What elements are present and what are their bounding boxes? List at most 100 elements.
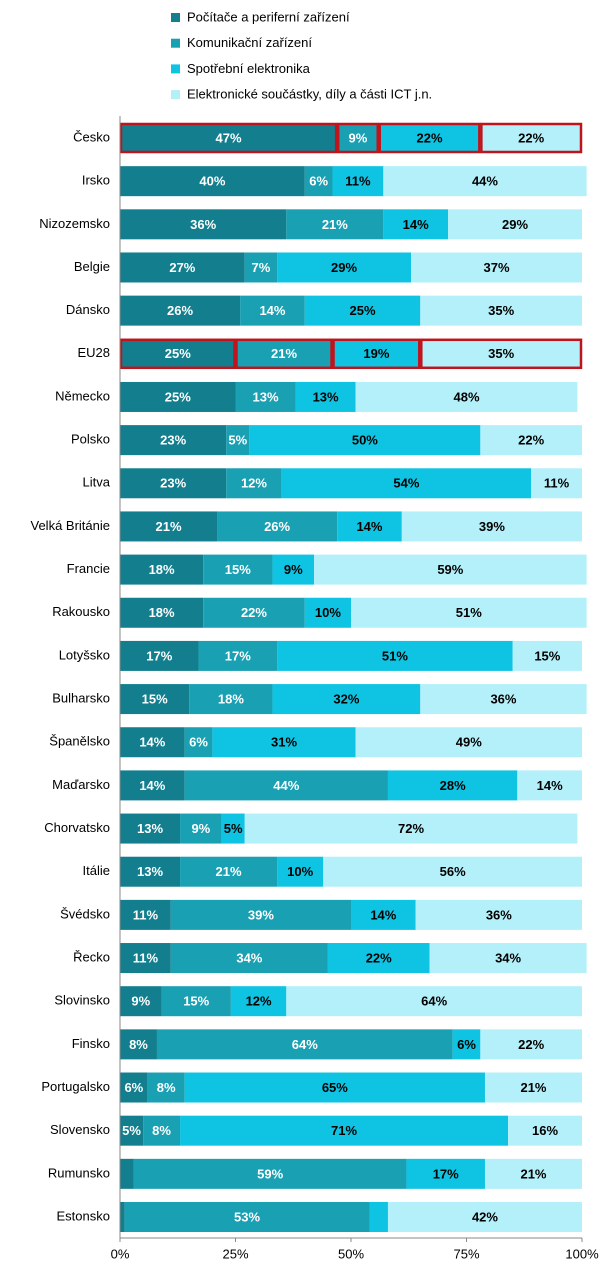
data-label: 36%	[486, 907, 512, 922]
y-tick-label: Portugalsko	[41, 1079, 110, 1094]
data-label: 39%	[248, 907, 274, 922]
bar-segment	[351, 597, 587, 628]
y-tick-label: Rumunsko	[48, 1165, 110, 1180]
legend-label: Spotřební elektronika	[187, 61, 311, 76]
bar-segment	[304, 166, 333, 197]
bar-segment	[512, 640, 582, 671]
data-label: 21%	[322, 217, 348, 232]
bar-segment	[120, 1115, 144, 1146]
data-label: 5%	[122, 1123, 141, 1138]
bar-segment	[120, 381, 236, 412]
bar-segment	[180, 856, 278, 887]
bar-segment	[120, 1072, 148, 1103]
data-label: 18%	[149, 605, 175, 620]
y-tick-label: Belgie	[74, 259, 110, 274]
data-label: 21%	[520, 1080, 546, 1095]
bar-segment	[120, 727, 185, 758]
bar-segment	[184, 770, 388, 801]
data-label: 42%	[472, 1209, 498, 1224]
data-label: 34%	[495, 950, 521, 965]
legend-label: Počítače a periferní zařízení	[187, 9, 350, 24]
data-label: 6%	[189, 735, 208, 750]
bar-segment	[240, 295, 305, 326]
data-label: 28%	[440, 778, 466, 793]
bar-segment	[120, 554, 204, 585]
y-tick-label: Maďarsko	[52, 777, 110, 792]
y-tick-label: Španělsko	[49, 734, 110, 749]
x-tick-label: 100%	[565, 1246, 599, 1261]
legend-swatch	[171, 90, 180, 100]
bar-segment	[420, 338, 582, 369]
y-tick-label: EU28	[77, 345, 110, 360]
data-label: 22%	[366, 950, 392, 965]
bar-segment	[143, 1115, 181, 1146]
bar-segment	[332, 166, 384, 197]
y-tick-label: Bulharsko	[52, 691, 110, 706]
x-tick-label: 25%	[222, 1246, 248, 1261]
data-label: 36%	[190, 217, 216, 232]
data-label: 26%	[264, 519, 290, 534]
data-label: 13%	[137, 864, 163, 879]
bar-segment	[281, 468, 532, 499]
data-label: 54%	[393, 476, 419, 491]
bar-segment	[484, 1072, 582, 1103]
data-label: 13%	[313, 389, 339, 404]
bar-segment	[120, 1158, 134, 1189]
data-label: 72%	[398, 821, 424, 836]
data-label: 9%	[131, 994, 150, 1009]
bar-segment	[120, 252, 245, 283]
data-label: 22%	[518, 130, 544, 145]
data-label: 31%	[271, 735, 297, 750]
data-label: 16%	[532, 1123, 558, 1138]
data-label: 17%	[225, 648, 251, 663]
data-label: 22%	[241, 605, 267, 620]
data-label: 51%	[456, 605, 482, 620]
bar-segment	[420, 684, 587, 715]
data-label: 6%	[457, 1037, 476, 1052]
x-tick-label: 50%	[338, 1246, 364, 1261]
data-label: 11%	[345, 174, 371, 189]
bar-segment	[221, 813, 245, 844]
bar-segment	[120, 856, 181, 887]
y-tick-label: Estonsko	[57, 1208, 110, 1223]
data-label: 56%	[440, 864, 466, 879]
data-label: 36%	[490, 692, 516, 707]
data-label: 9%	[284, 562, 303, 577]
bar-segment	[337, 511, 402, 542]
bar-segment	[120, 338, 236, 369]
bar-segment	[120, 511, 218, 542]
bar-segment	[351, 899, 416, 930]
data-label: 8%	[152, 1123, 171, 1138]
bar-segment	[212, 727, 356, 758]
bar-segment	[314, 554, 587, 585]
bar-segment	[120, 640, 199, 671]
bar-segment	[401, 511, 582, 542]
data-label: 13%	[253, 389, 279, 404]
data-label: 13%	[137, 821, 163, 836]
bar-segment	[304, 295, 421, 326]
data-label: 47%	[216, 130, 242, 145]
y-tick-label: Česko	[73, 129, 110, 144]
bar-segment	[369, 1202, 388, 1232]
legend-label: Komunikační zařízení	[187, 35, 312, 50]
data-label: 11%	[133, 950, 159, 965]
data-label: 25%	[350, 303, 376, 318]
data-label: 10%	[287, 864, 313, 879]
y-tick-label: Lotyšsko	[59, 647, 110, 662]
highlight-outline	[336, 122, 379, 154]
bar-segment	[170, 899, 351, 930]
data-label: 6%	[309, 174, 328, 189]
data-label: 71%	[331, 1123, 357, 1138]
bar-segment	[120, 684, 190, 715]
bar-segment	[448, 209, 582, 240]
bar-segment	[120, 123, 338, 153]
y-tick-label: Slovensko	[50, 1122, 110, 1137]
data-label: 21%	[155, 519, 181, 534]
bar-segment	[226, 425, 250, 456]
y-tick-label: Rakousko	[52, 604, 110, 619]
bar-segment	[203, 554, 273, 585]
data-label: 14%	[356, 519, 382, 534]
y-tick-label: Dánsko	[66, 302, 110, 317]
data-label: 59%	[437, 562, 463, 577]
